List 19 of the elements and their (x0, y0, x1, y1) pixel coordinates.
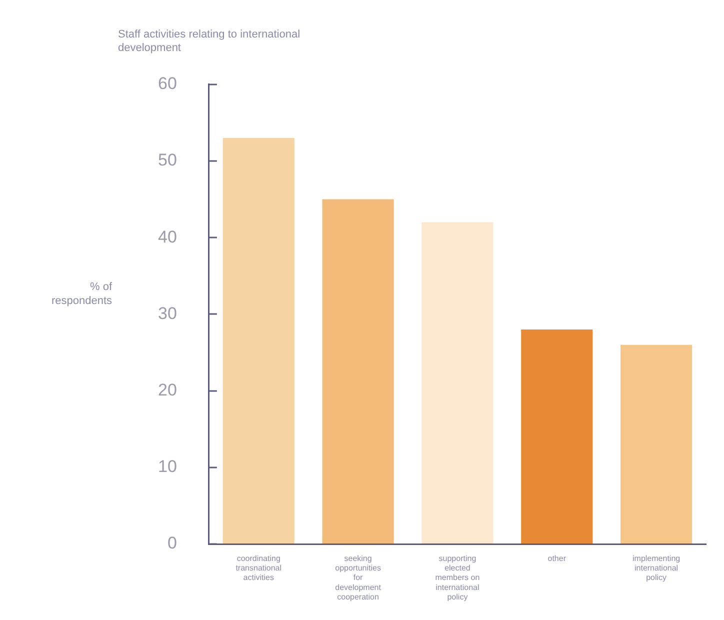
y-tick-label: 50 (158, 150, 177, 170)
y-tick-label: 0 (167, 534, 177, 553)
x-tick-label: coordinating transnational activities (236, 554, 282, 582)
x-tick-label: seeking opportunities for development cooperation (335, 554, 382, 602)
bar (620, 344, 692, 544)
x-tick-label: other (548, 554, 566, 564)
bar (222, 138, 294, 544)
y-tick-label: 60 (158, 74, 177, 94)
y-tick-label: 30 (158, 304, 177, 323)
chart-title: Staff activities relating to international development (118, 28, 300, 54)
x-tick-label: supporting elected members on international policy (435, 554, 480, 602)
y-tick-label: 10 (158, 457, 177, 476)
y-axis-title: % of respondents (51, 281, 113, 308)
bar (422, 222, 494, 544)
y-tick-label: 40 (158, 227, 177, 246)
x-tick-label: implementing international policy (632, 554, 680, 582)
bar (521, 330, 593, 544)
y-tick-label: 20 (158, 380, 177, 400)
bar (322, 199, 394, 544)
